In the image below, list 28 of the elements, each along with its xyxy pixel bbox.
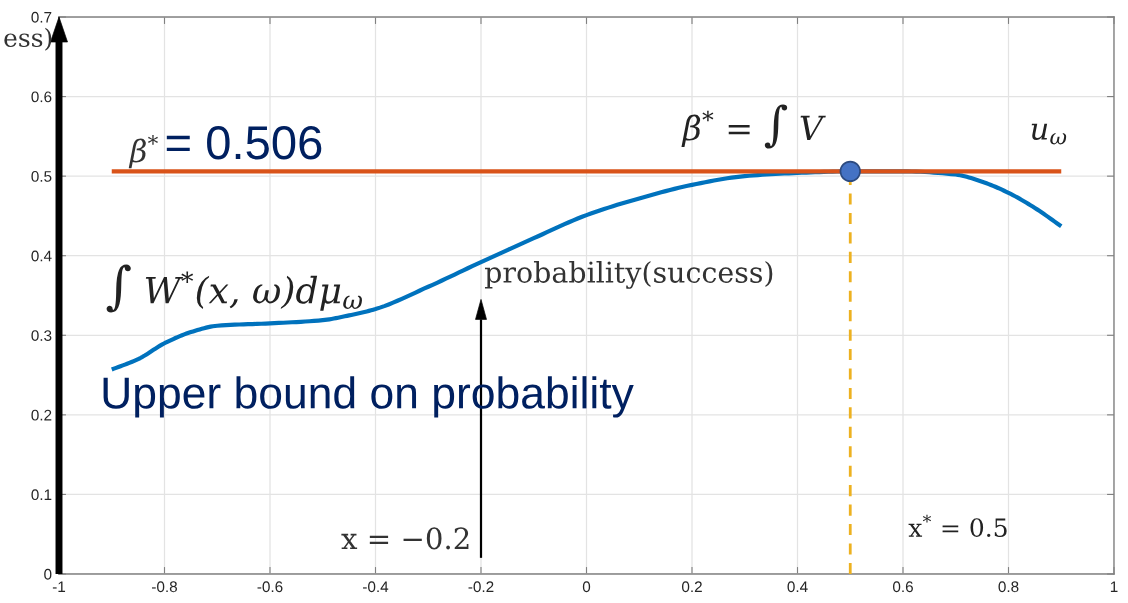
x-tick-label: 0.2 [681,581,702,593]
y-tick-label: 0.3 [31,330,52,341]
annotation: probability(success) [484,260,773,289]
x-tick-label: 0.6 [892,581,913,593]
ref-line-label: x = −0.2 [341,527,469,550]
annotation: = 0.506 [166,126,322,160]
y-tick-label: 0.6 [31,91,52,103]
x-tick-label: -0.6 [257,581,283,593]
annotation: x$^{*}$ = 0.5 [908,514,1007,538]
y-tick-label: 0.5 [31,171,52,182]
annotation: β$^{*}$ [128,134,158,169]
x-tick-label: 0.8 [998,581,1019,593]
y-tick-label: 0 [44,568,52,580]
x-tick-label: 1 [1110,581,1118,593]
x-tick-label: 0 [582,581,591,593]
annotation: ∫ W$^{*}$(x, ω)dμ$_{ω}$ [106,264,362,313]
annotation: β$^{*}$ = ∫ V [681,104,826,149]
x-tick-label: -0.2 [468,581,494,593]
annotation: u$_{ω}$ [1031,123,1067,145]
y-tick-label: 0.2 [31,409,52,421]
x-tick-label: -0.4 [363,581,389,593]
y-tick-label: 0.1 [31,489,52,501]
x-tick-label: 0.4 [787,581,808,593]
x-tick-label: -0.8 [152,581,177,593]
text: ess) [4,27,52,51]
y-tick-label: 0.4 [31,250,52,262]
x-tick-label: -1 [52,581,66,593]
y-tick-label: 0.7 [31,11,52,23]
